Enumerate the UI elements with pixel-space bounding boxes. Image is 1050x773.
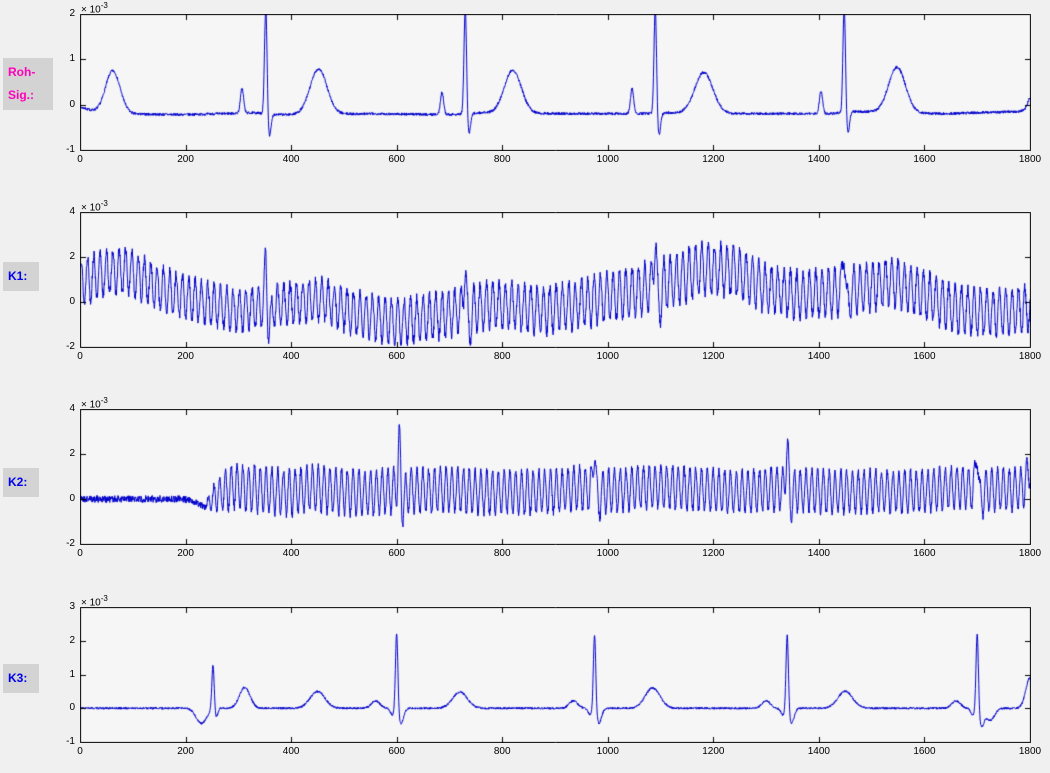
plot-k1-axes[interactable] [80, 212, 1031, 348]
label-k3: K3: [8, 671, 28, 685]
x-tick-label: 1200 [702, 351, 725, 362]
plot-k3-axes[interactable] [80, 607, 1031, 743]
x-tick-label: 1200 [702, 548, 725, 559]
y-tick-label: 2 [69, 448, 75, 459]
y-tick-label: 0 [69, 702, 75, 714]
x-tick-label: 1200 [702, 154, 725, 165]
label-sig: Sig.: [8, 87, 34, 102]
x-tick-label: 200 [177, 154, 194, 165]
y-axis-scale-label: × 10-3 [81, 594, 108, 609]
y-tick-label: 1 [69, 668, 75, 680]
x-tick-label: 1800 [1018, 746, 1042, 757]
y-tick-label: 0 [69, 493, 75, 504]
x-tick-label: 1600 [913, 548, 936, 559]
label-roh: Roh- [8, 65, 36, 79]
x-tick-label: 1400 [807, 351, 830, 362]
signal-label-k3: K3: [3, 664, 39, 693]
y-tick-label: 2 [69, 634, 75, 646]
y-tick-label: -1 [66, 736, 75, 747]
y-axis-scale-label: × 10-3 [81, 199, 108, 214]
y-tick-label: -1 [66, 144, 75, 155]
x-tick-label: 400 [282, 548, 300, 559]
x-tick-label: 0 [77, 746, 83, 757]
x-tick-label: 1800 [1018, 154, 1042, 165]
x-tick-label: 800 [493, 154, 511, 165]
x-tick-label: 1000 [596, 548, 619, 559]
x-tick-label: 1600 [913, 746, 936, 757]
x-tick-label: 1000 [596, 154, 619, 165]
x-tick-label: 800 [493, 746, 511, 757]
x-tick-label: 0 [77, 154, 83, 165]
x-tick-label: 1400 [807, 746, 830, 757]
label-k1: K1: [8, 269, 28, 283]
y-tick-label: 2 [69, 8, 75, 19]
x-tick-label: 1800 [1018, 548, 1042, 559]
signal-label-k2: K2: [3, 468, 39, 497]
y-tick-label: 4 [69, 206, 75, 217]
x-tick-label: 200 [177, 746, 194, 757]
x-tick-label: 1600 [913, 154, 936, 165]
y-tick-label: 3 [69, 601, 75, 612]
x-tick-label: 1000 [596, 746, 619, 757]
x-tick-label: 1000 [596, 351, 619, 362]
x-tick-label: 800 [493, 351, 511, 362]
x-tick-label: 1400 [807, 548, 830, 559]
x-tick-label: 600 [388, 154, 405, 165]
x-tick-label: 200 [177, 548, 194, 559]
x-tick-label: 400 [282, 351, 300, 362]
y-axis-scale-label: × 10-3 [81, 1, 108, 16]
plot-k2-axes[interactable] [80, 409, 1031, 545]
x-tick-label: 1400 [807, 154, 830, 165]
signal-label-roh-sig: Roh- Sig.: [3, 58, 53, 110]
x-tick-label: 600 [388, 548, 405, 559]
y-tick-label: 1 [69, 53, 75, 65]
y-tick-label: 4 [69, 403, 75, 414]
y-tick-label: 0 [69, 98, 75, 110]
x-tick-label: 1600 [913, 351, 936, 362]
x-tick-label: 800 [493, 548, 511, 559]
plot-rohsig-axes[interactable] [80, 14, 1031, 151]
label-k2: K2: [8, 475, 28, 489]
x-tick-label: 0 [77, 351, 83, 362]
x-tick-label: 0 [77, 548, 83, 559]
y-tick-label: 0 [69, 296, 75, 307]
signal-label-k1: K1: [3, 262, 39, 291]
x-tick-label: 400 [282, 746, 300, 757]
x-tick-label: 1200 [702, 746, 725, 757]
x-tick-label: 1800 [1018, 351, 1042, 362]
y-tick-label: -2 [66, 341, 75, 352]
x-tick-label: 600 [388, 746, 405, 757]
y-axis-scale-label: × 10-3 [81, 396, 108, 411]
x-tick-label: 400 [282, 154, 300, 165]
x-tick-label: 200 [177, 351, 194, 362]
y-tick-label: -2 [66, 538, 75, 549]
y-tick-label: 2 [69, 251, 75, 262]
x-tick-label: 600 [388, 351, 405, 362]
